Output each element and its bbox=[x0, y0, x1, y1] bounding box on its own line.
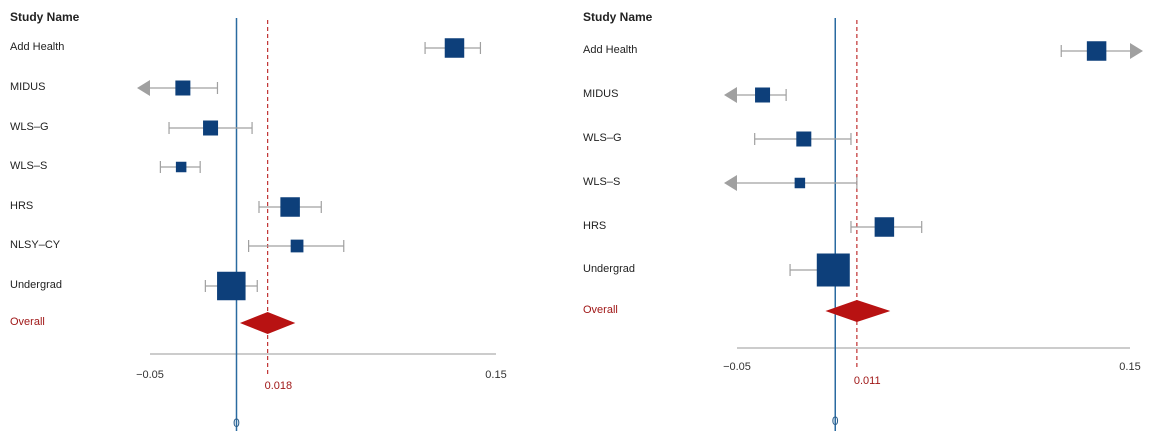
study-marker bbox=[754, 131, 852, 147]
study-label: Undergrad bbox=[10, 279, 62, 291]
study-marker bbox=[168, 120, 253, 136]
study-label: WLS–S bbox=[10, 160, 48, 172]
study-marker bbox=[159, 161, 201, 173]
study-label: HRS bbox=[10, 200, 34, 212]
x-tick-label: 0.15 bbox=[1119, 361, 1141, 373]
study-marker bbox=[724, 175, 858, 191]
x-tick-label: −0.05 bbox=[723, 361, 751, 373]
study-label: MIDUS bbox=[583, 88, 619, 100]
study-name-header: Study Name bbox=[583, 10, 653, 24]
study-label: MIDUS bbox=[10, 81, 46, 93]
overall-diamond bbox=[825, 300, 891, 322]
study-marker bbox=[724, 87, 787, 103]
reference-value-label: 0.018 bbox=[264, 380, 293, 392]
study-name-header: Study Name bbox=[10, 10, 80, 24]
forest-plot-svg bbox=[724, 18, 1143, 431]
study-marker bbox=[424, 38, 482, 58]
overall-label: Overall bbox=[583, 304, 618, 316]
study-label: HRS bbox=[583, 220, 607, 232]
study-marker bbox=[850, 217, 923, 237]
forest-plot-svg bbox=[137, 18, 496, 431]
study-marker bbox=[1060, 41, 1143, 61]
study-label: Add Health bbox=[583, 44, 638, 56]
study-label: WLS–S bbox=[583, 176, 621, 188]
study-marker bbox=[137, 80, 219, 96]
study-marker bbox=[248, 239, 345, 253]
reference-value-label: 0.011 bbox=[853, 375, 881, 387]
overall-diamond bbox=[239, 312, 296, 334]
zero-label: 0 bbox=[233, 416, 240, 430]
forest-plot-left: Study Name Add Health MIDUS WLS–G WLS–S HRS NL… bbox=[0, 0, 560, 431]
forest-plot-right: Study Name Add Health MIDUS WLS–G WLS–S HRS Un… bbox=[570, 0, 1157, 431]
x-tick-label: −0.05 bbox=[136, 369, 164, 381]
overall-label: Overall bbox=[10, 316, 45, 328]
study-label: WLS–G bbox=[583, 132, 622, 144]
study-marker bbox=[204, 271, 258, 301]
study-marker bbox=[258, 197, 322, 217]
study-label: WLS–G bbox=[10, 121, 49, 133]
study-marker bbox=[789, 253, 850, 287]
study-label: NLSY–CY bbox=[10, 239, 61, 251]
x-tick-label: 0.15 bbox=[485, 369, 507, 381]
zero-label: 0 bbox=[831, 414, 839, 428]
study-label: Undergrad bbox=[583, 263, 635, 275]
study-label: Add Health bbox=[10, 41, 65, 53]
